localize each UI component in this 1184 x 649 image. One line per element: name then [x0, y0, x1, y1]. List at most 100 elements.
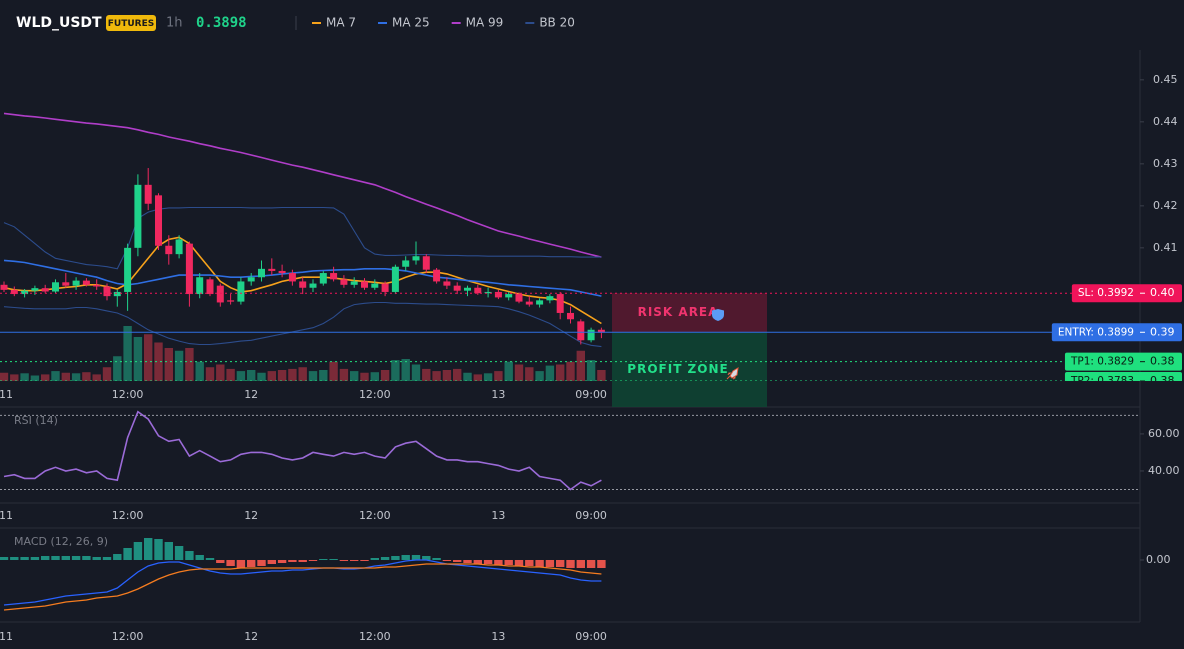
candle-body — [412, 256, 420, 261]
volume-bar — [319, 370, 328, 381]
level-axis-label: 0.40 — [1150, 286, 1175, 299]
candle-body — [484, 291, 492, 294]
candle-body — [433, 269, 441, 282]
x-tick-label: 12:00 — [112, 388, 144, 401]
x-tick-label: 12 — [244, 388, 258, 401]
macd-histogram-bar — [473, 560, 482, 564]
candle-body — [196, 277, 204, 295]
macd-histogram-bar — [20, 557, 29, 560]
candle-body — [422, 256, 430, 270]
macd-histogram-bar — [360, 560, 369, 561]
volume-bar — [483, 373, 493, 381]
volume-bar — [494, 371, 503, 381]
x-tick-label: 09:00 — [575, 630, 607, 643]
volume-bar — [247, 370, 256, 381]
macd-histogram-bar — [71, 556, 81, 560]
volume-bar — [71, 373, 81, 381]
macd-histogram-bar — [247, 560, 256, 567]
volume-bar — [185, 348, 194, 381]
candle-body — [113, 291, 121, 297]
x-tick-label: 13 — [491, 388, 505, 401]
candle-body — [0, 284, 8, 290]
macd-histogram-bar — [113, 554, 122, 560]
main-panel: 0.41 0.42 0.43 0.44 0.45 11 12:00 12 12:00 13 09:0… — [0, 73, 1178, 401]
macd-histogram-bar — [267, 560, 276, 564]
x-tick-label: 12:00 — [359, 509, 391, 522]
y-tick-label: 0.41 — [1153, 241, 1178, 254]
zone-icons — [712, 309, 739, 380]
volume-bar — [525, 367, 534, 381]
candle-body — [247, 277, 255, 282]
level-axis-label: 0.38 — [1150, 355, 1175, 368]
candle-body — [268, 268, 276, 271]
x-tick-label: 09:00 — [575, 509, 607, 522]
candle-body — [206, 279, 214, 295]
rocket-icon — [726, 367, 739, 380]
volume-bar — [566, 361, 575, 381]
candle-body — [62, 282, 70, 286]
macd-histogram-bar — [339, 560, 349, 561]
candle-body — [216, 285, 224, 303]
candle-body — [587, 329, 595, 341]
macd-histogram-bar — [144, 538, 153, 560]
macd-histogram-bar — [350, 560, 359, 561]
volume-bar — [61, 372, 70, 381]
volume-bar — [195, 361, 204, 381]
indicator-line — [3, 236, 602, 325]
x-tick-label: 11 — [0, 388, 13, 401]
panel-title: RSI (14) — [14, 414, 58, 427]
zones: RISK AREA PROFIT ZONE — [612, 293, 767, 407]
x-tick-label: 12 — [244, 630, 258, 643]
volume-bar — [133, 337, 143, 381]
macd-histogram-bar — [277, 560, 287, 563]
macd-histogram-bar — [174, 546, 184, 560]
volume-bar — [370, 372, 379, 381]
shield-icon — [712, 309, 724, 321]
macd-histogram-bar — [51, 556, 60, 560]
volume-bar — [226, 368, 235, 381]
candle-body — [258, 268, 265, 278]
x-tick-label: 12:00 — [112, 630, 144, 643]
candle-body — [31, 288, 39, 291]
volume-bar — [123, 326, 132, 381]
level-axis-label: 0.39 — [1150, 325, 1175, 338]
macd-histogram-bar — [226, 560, 235, 566]
volume-bar — [216, 364, 225, 381]
volume-bar — [401, 359, 410, 381]
macd-histogram-bar — [133, 542, 143, 560]
volume-bar — [432, 371, 441, 381]
panel-title: MACD (12, 26, 9) — [14, 535, 108, 548]
candle-body — [567, 312, 574, 320]
y-tick-label: 0.00 — [1146, 553, 1171, 566]
macd-histogram-bar — [525, 560, 534, 566]
signal-line — [3, 563, 602, 611]
legend-label: MA 7 — [326, 16, 356, 30]
macd-line — [3, 559, 602, 606]
macd-panel: MACD (12, 26, 9) 0.00 11 12:00 12 12:00 13 09:0… — [0, 535, 1171, 643]
macd-histogram-bar — [432, 558, 441, 560]
volume-bar — [329, 361, 338, 381]
indicator-line — [3, 206, 602, 270]
macd-histogram-bar — [380, 557, 390, 560]
levels: SL: 0.3992 0.40 ENTRY: 0.3899 0.39 TP1: 0.38… — [0, 284, 1182, 381]
candle-body — [402, 260, 410, 267]
volume-bar — [308, 371, 318, 381]
candle-body — [597, 329, 605, 333]
macd-histogram-bar — [154, 539, 163, 560]
volume-bar — [463, 372, 472, 381]
candle-body — [371, 283, 379, 288]
candle-body — [144, 184, 152, 204]
volume-bar — [576, 350, 585, 381]
candle-body — [525, 301, 533, 305]
macd-histogram-bar — [494, 560, 503, 565]
volume-bar — [257, 372, 266, 381]
macd-histogram-bar — [164, 542, 173, 560]
x-tick-label: 13 — [491, 509, 505, 522]
macd-histogram-bar — [483, 560, 493, 564]
candle-body — [134, 184, 142, 248]
candle-body — [103, 286, 111, 297]
macd-histogram-bar — [597, 560, 606, 568]
candle-body — [227, 300, 235, 302]
candle-body — [175, 239, 183, 255]
